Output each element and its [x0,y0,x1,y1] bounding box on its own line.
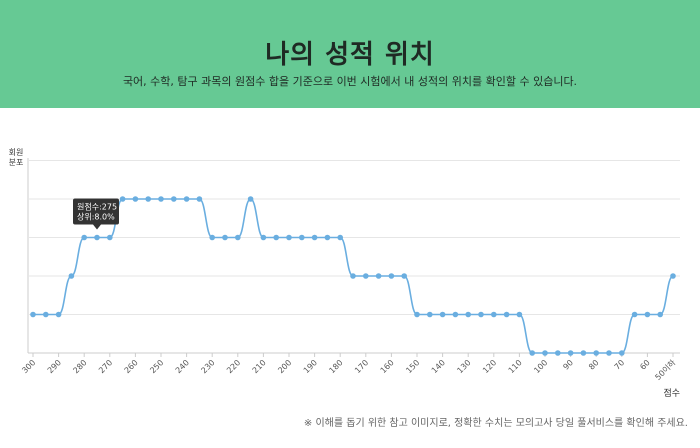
data-point[interactable] [657,311,663,318]
x-axis-label: 점수 [663,387,680,399]
data-point[interactable] [68,273,75,279]
tooltip-rank: 상위:8.0% [77,212,115,222]
data-point[interactable] [427,311,433,318]
x-axis: 300 290 280 270 260 250 240 230 220 210 200 190 180 1… [20,353,678,382]
data-point[interactable] [580,350,587,356]
data-point[interactable] [529,350,535,356]
data-point[interactable] [491,311,497,318]
data-point[interactable] [119,196,126,202]
tooltip-score: 원점수:275 [77,202,117,212]
data-point[interactable] [644,311,651,318]
data-point[interactable] [94,234,100,241]
x-tick-label: 190 [302,358,319,375]
y-axis-label-text: 회원 분포 [9,148,24,167]
tooltip-arrow [93,224,101,230]
series-points[interactable] [30,196,676,356]
x-tick-label: 180 [327,358,344,375]
data-point[interactable] [235,234,241,241]
data-point[interactable] [631,311,638,318]
data-point[interactable] [567,350,574,356]
x-tick-label: 100 [532,358,549,375]
data-point[interactable] [30,311,36,318]
data-point[interactable] [363,273,369,279]
data-point[interactable] [107,234,113,241]
x-tick-label: 130 [455,358,472,375]
data-point[interactable] [158,196,164,202]
data-point[interactable] [183,196,190,202]
data-point[interactable] [247,196,254,202]
data-point[interactable] [273,234,280,241]
data-point[interactable] [478,311,484,318]
footnote: ※ 이해를 돕기 위한 참고 이미지로, 정확한 수치는 모의고사 당일 풀서비… [303,418,688,429]
x-tick-label: 110 [507,358,524,375]
x-tick-label: 270 [97,358,114,375]
x-tick-label: 200 [276,358,293,375]
x-tick-label: 250 [148,358,165,375]
data-point[interactable] [414,311,420,318]
x-tick-label: 150 [404,358,421,375]
x-tick-label: 220 [225,358,242,375]
data-point[interactable] [311,234,318,241]
x-tick-label: 50이하 [653,357,678,382]
x-tick-label: 260 [123,358,140,375]
data-point[interactable] [209,234,215,241]
x-tick-label: 70 [613,358,627,372]
x-tick-label: 60 [638,358,652,372]
data-point[interactable] [260,234,267,241]
data-point[interactable] [350,273,356,279]
data-point[interactable] [132,196,139,202]
data-point[interactable] [286,234,292,241]
tooltip-box [73,198,119,225]
data-point[interactable] [43,311,49,318]
data-point[interactable] [555,350,561,356]
x-tick-label: 280 [71,358,88,375]
data-point[interactable] [388,273,395,279]
x-tick-label: 240 [174,358,191,375]
x-tick-label: 300 [20,358,37,375]
data-point[interactable] [439,311,446,318]
data-point[interactable] [196,196,203,202]
data-point[interactable] [81,234,87,241]
x-tick-label: 230 [199,358,216,375]
data-point[interactable] [503,311,510,318]
page-title: 나의 성적 위치 [265,40,435,70]
data-point[interactable] [465,311,472,318]
data-point[interactable] [401,273,408,279]
data-point[interactable] [619,350,625,356]
score-distribution-chart: 회원 분포 300 290 280 270 260 250 240 230 220 210 200 19… [9,148,680,399]
data-point[interactable] [145,196,151,202]
x-tick-label: 160 [379,358,396,375]
data-point[interactable] [516,311,523,318]
y-axis-label: 회원 분포 [9,148,24,167]
x-tick-label: 290 [46,358,63,375]
x-tick-label: 80 [587,358,601,372]
data-point[interactable] [222,234,228,241]
x-tick-label: 120 [481,358,498,375]
data-point[interactable] [670,273,676,279]
x-tick-label: 90 [561,358,575,372]
header-banner: 나의 성적 위치 국어, 수학, 탐구 과목의 원점수 합을 기준으로 이번 시… [0,0,700,108]
data-point[interactable] [375,273,382,279]
data-point[interactable] [324,234,331,241]
data-point[interactable] [452,311,459,318]
page-subtitle: 국어, 수학, 탐구 과목의 원점수 합을 기준으로 이번 시험에서 내 성적의… [122,75,578,88]
data-point[interactable] [337,234,344,241]
x-tick-label: 170 [353,358,370,375]
data-point[interactable] [593,350,599,356]
x-tick-label: 140 [430,358,447,375]
data-point[interactable] [606,350,612,356]
x-tick-label: 210 [251,358,268,375]
data-point[interactable] [55,311,62,318]
data-point[interactable] [171,196,177,202]
chart-grid [27,158,680,354]
data-point[interactable] [542,350,548,356]
data-point[interactable] [299,234,305,241]
